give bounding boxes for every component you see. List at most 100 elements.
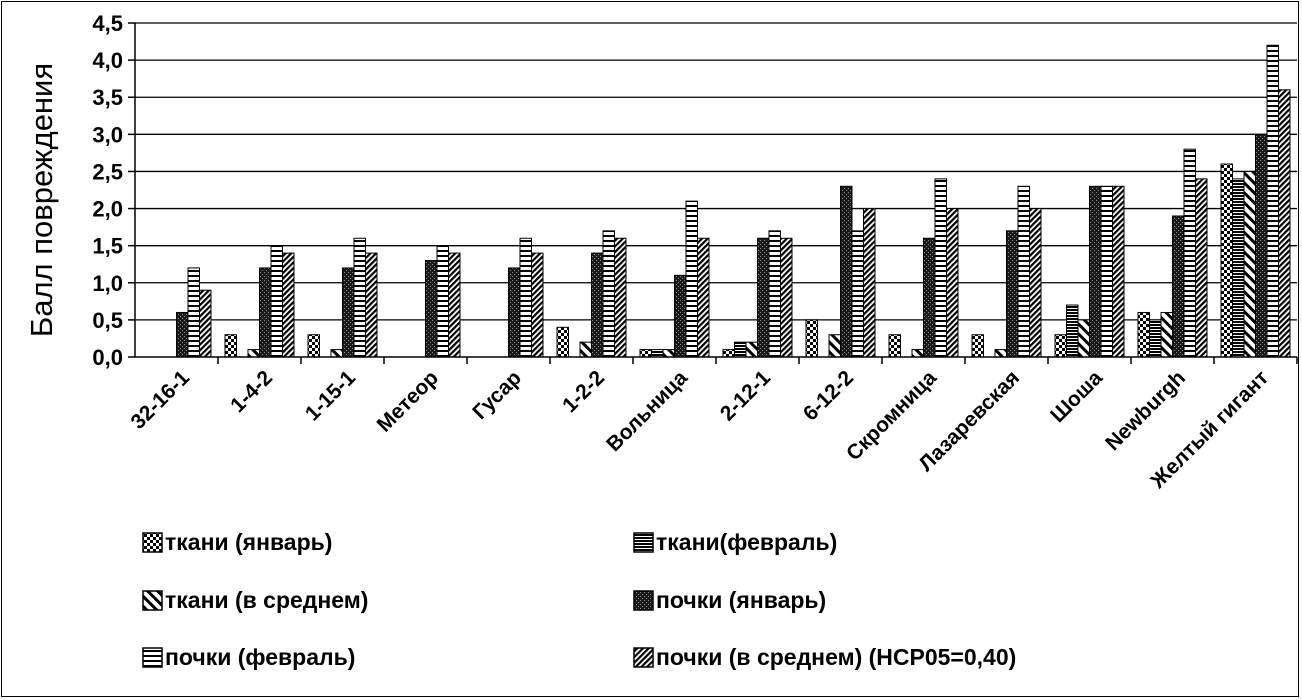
legend: ткани (январь) ткани(февраль) ткани (в сре…: [142, 529, 1016, 670]
x-tick-label: 1-4-2: [226, 366, 277, 417]
bar: [757, 237, 770, 358]
bar: [436, 245, 449, 358]
bar: [1160, 311, 1173, 358]
bar: [1172, 215, 1185, 358]
bar: [1137, 311, 1150, 358]
legend-label: ткани (в среднем): [165, 587, 368, 613]
legend-swatch: [142, 590, 163, 611]
legend-swatch: [633, 532, 654, 553]
y-tick-label: 2,5: [92, 159, 123, 184]
bar: [425, 260, 438, 358]
bar: [591, 252, 604, 358]
bar: [1066, 304, 1079, 358]
legend-swatch: [633, 647, 654, 668]
bar: [1054, 334, 1067, 358]
bar: [971, 334, 984, 358]
bar: [270, 245, 283, 358]
y-tick-label: 3,0: [92, 122, 123, 147]
bar: [224, 334, 237, 358]
legend-swatch: [142, 647, 163, 668]
bar: [199, 289, 212, 358]
bar: [651, 349, 664, 358]
bar: [1195, 178, 1208, 358]
bar: [556, 326, 569, 358]
bar: [828, 334, 841, 358]
bar: [863, 208, 876, 358]
bar: [1077, 319, 1090, 358]
bar: [187, 267, 200, 358]
bar: [840, 185, 853, 358]
y-axis-label: Балл повреждения: [24, 63, 59, 337]
bar: [722, 349, 735, 358]
bar: [780, 237, 793, 358]
bar: [734, 341, 747, 358]
bar: [1232, 178, 1245, 358]
x-tick-label: 6-12-2: [799, 366, 858, 425]
bar: [1006, 230, 1019, 358]
legend-swatch: [142, 532, 163, 553]
bar: [282, 252, 295, 358]
x-tick-label: 1-2-2: [558, 366, 609, 417]
x-tick-label: 32-16-1: [127, 366, 195, 434]
bars: [176, 44, 1291, 358]
y-tick-label: 1,0: [92, 271, 123, 296]
y-tick-label: 1,5: [92, 234, 123, 259]
bar: [330, 349, 343, 358]
bar: [1183, 148, 1196, 358]
bar: [1089, 185, 1102, 358]
bar: [685, 200, 698, 358]
legend-label: ткани(февраль): [656, 529, 837, 555]
x-tick-label: 2-12-1: [716, 366, 775, 425]
bar: [1017, 185, 1030, 358]
bar: [1149, 319, 1162, 358]
bar: [531, 252, 544, 358]
bar: [1255, 133, 1268, 358]
bar: [342, 267, 355, 358]
bar: [1243, 170, 1256, 358]
bar: [1112, 185, 1125, 358]
bar: [805, 319, 818, 358]
legend-label: ткани (январь): [165, 529, 332, 555]
bar: [508, 267, 521, 358]
x-tick-label: Newburgh: [1101, 366, 1190, 455]
legend-label: почки (в среднем) (НСР05=0,40): [656, 644, 1016, 670]
y-tick-label: 3,5: [92, 85, 123, 110]
bar: [1266, 44, 1279, 358]
bar: [911, 349, 924, 358]
axes: [134, 23, 1298, 364]
bar: [579, 341, 592, 358]
bar: [1029, 208, 1042, 358]
bar: [519, 237, 532, 358]
bar: [259, 267, 272, 358]
bar: [176, 311, 189, 358]
y-tick-label: 2,0: [92, 197, 123, 222]
bar: [923, 237, 936, 358]
y-tick-label: 0,5: [92, 308, 123, 333]
bar: [697, 237, 710, 358]
x-tick-label: 1-15-1: [301, 366, 360, 425]
y-tick-label: 0,0: [92, 345, 123, 370]
bar: [614, 237, 627, 358]
x-tick-label: Вольница: [602, 366, 692, 456]
bar: [946, 208, 959, 358]
y-tick-label: 4,0: [92, 48, 123, 73]
y-tick-labels: 0,0 0,5 1,0 1,5 2,0 2,5 3,0 3,5 4,0 4,5: [92, 11, 123, 370]
bar: [674, 274, 687, 358]
bar: [602, 230, 615, 358]
legend-swatch: [633, 590, 654, 611]
bar: [934, 178, 947, 358]
bar: [365, 252, 378, 358]
bar: [307, 334, 320, 358]
x-tick-label: Шоша: [1046, 366, 1107, 427]
bar: [888, 334, 901, 358]
bar: [353, 237, 366, 358]
bar: [1278, 89, 1291, 358]
x-tick-label: Метеор: [373, 366, 443, 436]
bar: [662, 349, 675, 358]
bar: [247, 349, 260, 358]
bar: [994, 349, 1007, 358]
bar: [745, 341, 758, 358]
bar: [768, 230, 781, 358]
